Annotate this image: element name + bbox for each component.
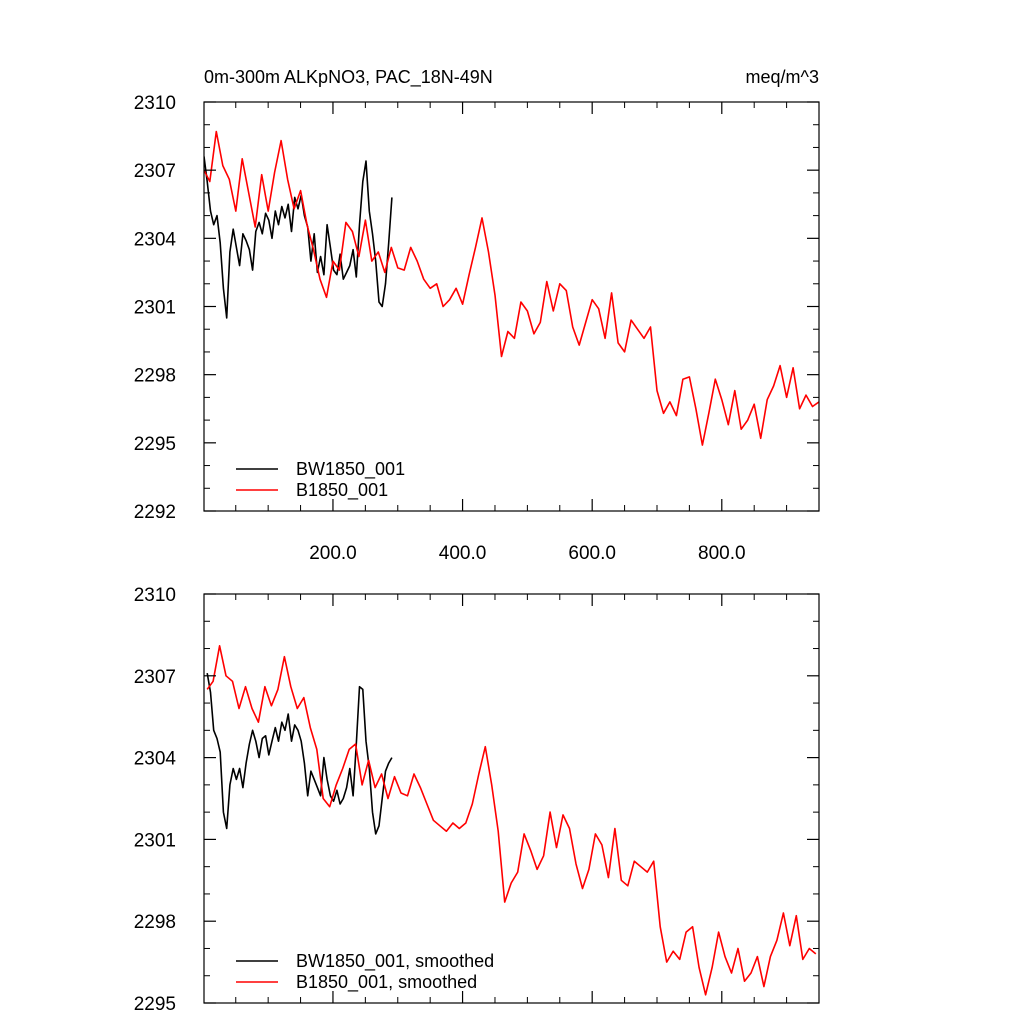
top-panel: 2292 2295 2298 2301 2304 2307 2310 200.0 400.0 60… [134, 93, 820, 564]
legend-label: B1850_001, smoothed [296, 972, 477, 993]
y-tick-label: 2292 [134, 502, 176, 523]
y-tick-label: 2304 [134, 749, 177, 770]
x-tick-label: 200.0 [309, 543, 357, 564]
chart-title-left: 0m-300m ALKpNO3, PAC_18N-49N [204, 67, 493, 88]
y-tick-label: 2310 [134, 585, 176, 606]
x-tick-label: 600.0 [568, 543, 616, 564]
y-tick-label: 2307 [134, 161, 176, 182]
plot-frame [203, 101, 820, 512]
y-tick-label: 2301 [134, 298, 176, 319]
y-tick-label: 2298 [134, 912, 176, 933]
y-tick-label: 2307 [134, 667, 176, 688]
series-line-b1850 [204, 130, 819, 446]
y-tick-label: 2295 [134, 434, 176, 455]
plot-frame [203, 593, 820, 1004]
x-tick-label: 400.0 [439, 543, 487, 564]
y-tick-label: 2301 [134, 830, 176, 851]
legend-label: B1850_001 [296, 480, 388, 501]
series-line-bw1850 [206, 672, 393, 835]
legend-label: BW1850_001, smoothed [296, 951, 494, 972]
chart-title-right: meq/m^3 [746, 67, 819, 87]
chart-header: 0m-300m ALKpNO3, PAC_18N-49N meq/m^3 [204, 67, 819, 88]
bottom-panel: 2295 2298 2301 2304 2307 2310 BW1850_001, smoo… [134, 585, 820, 1015]
y-tick-label: 2298 [134, 366, 176, 387]
y-tick-label: 2304 [134, 229, 177, 250]
series-line-b1850 [206, 644, 817, 996]
series-line-bw1850 [204, 156, 393, 319]
y-tick-label: 2295 [134, 994, 176, 1015]
y-tick-label: 2310 [134, 93, 176, 114]
x-tick-label: 800.0 [698, 543, 746, 564]
legend-label: BW1850_001 [296, 459, 405, 480]
